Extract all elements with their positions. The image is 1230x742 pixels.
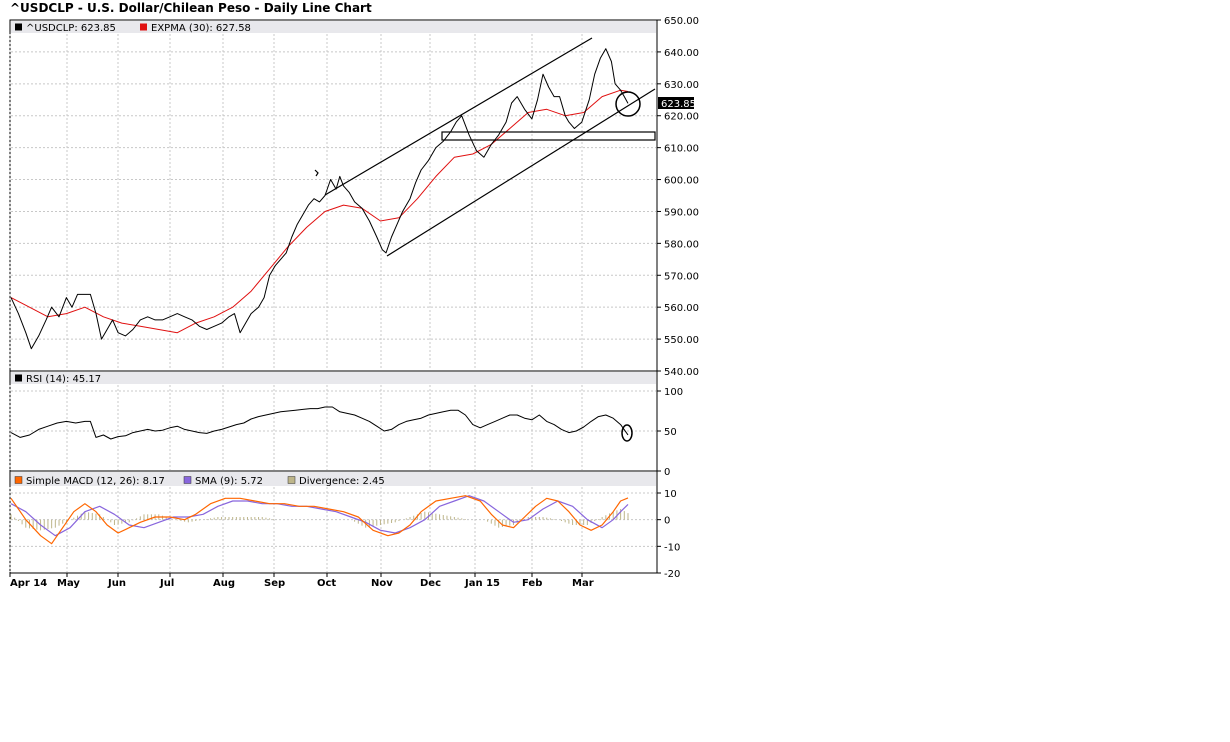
rsi-y-tick-label: 100 <box>664 387 683 398</box>
macd-y-tick-label: 10 <box>664 489 677 500</box>
macd-y-axis: 10 0 -10 -20 <box>657 489 680 580</box>
macd-legend-text: Simple MACD (12, 26): 8.17 <box>26 476 165 487</box>
macd-series <box>10 495 629 545</box>
macd-grid <box>9 487 656 572</box>
price-y-tick-label: 630.00 <box>664 80 699 91</box>
price-y-tick-label: 540.00 <box>664 367 699 378</box>
rsi-panel: 100 50 0 RSI (14): 45.17 <box>9 370 683 478</box>
rsi-panel-frame <box>9 370 658 472</box>
macd-legend-band <box>11 472 656 486</box>
rsi-y-tick-label: 0 <box>664 467 670 478</box>
x-tick-label: Mar <box>572 578 594 589</box>
macd-y-tick-label: -20 <box>664 569 680 580</box>
price-y-axis: 650.00 640.00 630.00 620.00 610.00 600.00 590.… <box>657 16 699 378</box>
last-value-tag: 623.85 <box>658 97 696 110</box>
price-grid <box>9 34 656 370</box>
rsi-y-axis: 100 50 0 <box>657 387 683 478</box>
rsi-grid <box>9 385 656 470</box>
hook-mark <box>314 169 319 177</box>
macd-y-tick-label: -10 <box>664 542 680 553</box>
x-tick-label: Dec <box>420 578 441 589</box>
price-y-tick-label: 590.00 <box>664 207 699 218</box>
chart-title: ^USDCLP - U.S. Dollar/Chilean Peso - Dai… <box>10 1 372 15</box>
signal-line <box>10 495 629 537</box>
x-tick-label: Nov <box>371 578 393 589</box>
price-legend-band <box>11 21 656 33</box>
price-y-tick-label: 560.00 <box>664 303 699 314</box>
support-rectangle <box>441 131 656 141</box>
price-y-tick-label: 570.00 <box>664 271 699 282</box>
rsi-legend-band <box>11 372 656 384</box>
macd-line <box>10 495 629 545</box>
last-value-tag-text: 623.85 <box>661 99 696 110</box>
x-tick-label: Apr 14 <box>10 578 47 589</box>
price-legend: ^USDCLP: 623.85 EXPMA (30): 627.58 <box>15 23 251 34</box>
macd-legend-swatch <box>14 476 23 484</box>
x-tick-label: Sep <box>264 578 285 589</box>
x-tick-label: Feb <box>522 578 542 589</box>
macd-legend: Simple MACD (12, 26): 8.17 SMA (9): 5.72… <box>14 476 385 487</box>
price-circle <box>615 91 641 117</box>
ema-legend-text: EXPMA (30): 627.58 <box>151 23 251 34</box>
x-tick-label: May <box>57 578 80 589</box>
price-y-tick-label: 620.00 <box>664 112 699 123</box>
rsi-legend-text: RSI (14): 45.17 <box>26 374 101 385</box>
trend-annotations <box>314 37 656 257</box>
x-tick-label: Aug <box>213 578 235 589</box>
price-y-tick-label: 600.00 <box>664 176 699 187</box>
price-y-tick-label: 650.00 <box>664 16 699 27</box>
x-tick-label: Jul <box>159 578 174 589</box>
rsi-legend-swatch <box>15 374 22 382</box>
rsi-series <box>10 406 629 440</box>
price-y-tick-label: 550.00 <box>664 335 699 346</box>
price-y-tick-label: 580.00 <box>664 239 699 250</box>
macd-panel: 10 0 -10 -20 Simple MACD (12, 26): 8.17 SMA… <box>9 470 680 580</box>
macd-y-tick-label: 0 <box>664 516 670 527</box>
x-axis: Apr 14 May Jun Jul Aug Sep Oct Nov Dec Jan 15 Feb M… <box>9 573 594 589</box>
divergence-legend-text: Divergence: 2.45 <box>299 476 385 487</box>
signal-legend-text: SMA (9): 5.72 <box>195 476 263 487</box>
price-line <box>10 48 629 350</box>
divergence-legend-swatch <box>287 476 296 484</box>
lower-channel-line <box>386 88 656 257</box>
rsi-line <box>10 406 629 440</box>
upper-channel-line <box>324 37 593 196</box>
price-legend-text: ^USDCLP: 623.85 <box>26 23 116 34</box>
price-y-tick-label: 610.00 <box>664 144 699 155</box>
x-tick-label: Jan 15 <box>464 578 500 589</box>
ema-legend-swatch <box>140 23 147 31</box>
rsi-legend: RSI (14): 45.17 <box>15 374 101 385</box>
price-panel: 650.00 640.00 630.00 620.00 610.00 600.00 590.… <box>9 16 699 378</box>
x-tick-label: Jun <box>107 578 126 589</box>
price-legend-swatch <box>15 23 22 31</box>
price-series <box>10 48 629 350</box>
signal-legend-swatch <box>183 476 192 484</box>
x-tick-label: Oct <box>317 578 336 589</box>
last-value-tag-bg <box>658 97 694 109</box>
divergence-bars <box>10 509 629 531</box>
rsi-y-tick-label: 50 <box>664 427 677 438</box>
price-y-tick-label: 640.00 <box>664 48 699 59</box>
rsi-circle <box>621 424 633 442</box>
